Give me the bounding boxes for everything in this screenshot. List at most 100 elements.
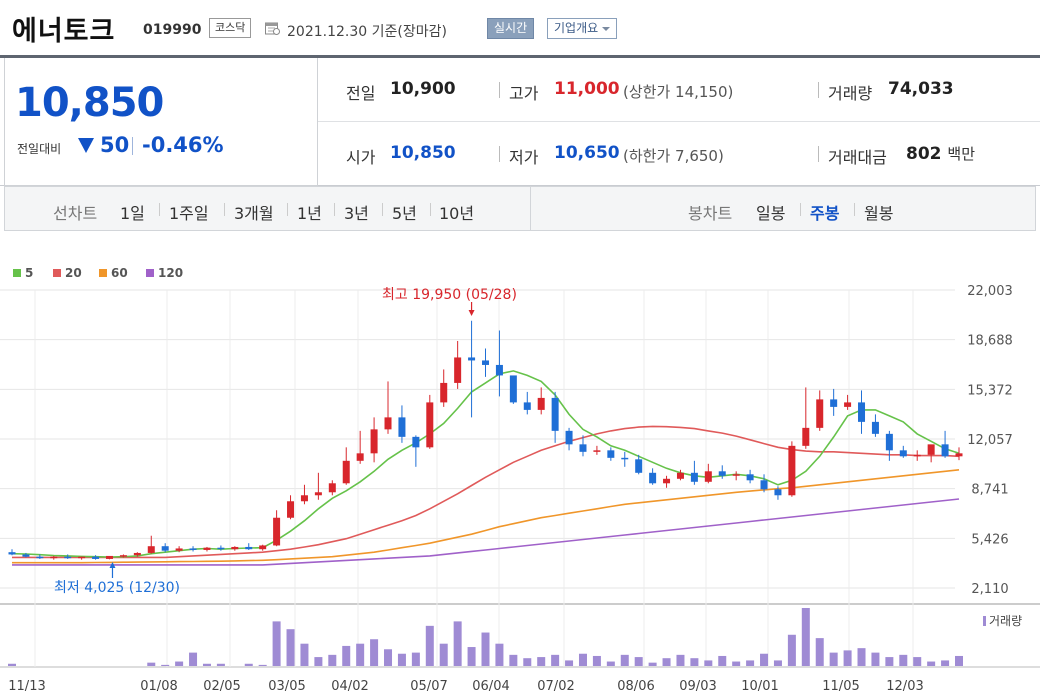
period-bar-divider — [530, 187, 531, 230]
candle-chart-label: 봉차트 — [688, 204, 733, 223]
line-chart-label: 선차트 — [53, 204, 98, 223]
candle-body — [649, 472, 657, 484]
y-tick-label: 2,110 — [971, 582, 1008, 597]
candle-body — [523, 402, 531, 410]
candle-monthly[interactable]: 월봉 — [864, 204, 894, 223]
period-bar: 선차트 1일 1주일 3개월 1년 3년 5년 10년 봉차트 일봉 주봉 월봉 — [4, 186, 1036, 231]
chart-grid — [0, 289, 1040, 668]
low-value: 10,650 — [554, 143, 620, 163]
candle-body — [36, 556, 44, 559]
candle-body — [189, 548, 197, 550]
candle-body — [454, 357, 462, 383]
prev-close-label: 전일 — [346, 84, 376, 103]
volume-label: 거래량 — [983, 612, 1022, 629]
high-annotation: 최고 19,950 (05/28) — [382, 287, 517, 303]
volume-bar — [829, 652, 838, 666]
volume-bar — [411, 652, 420, 666]
candle-body — [370, 429, 378, 454]
legend-ma60: 60 — [99, 266, 128, 280]
change-divider — [132, 137, 133, 155]
volume-bar — [941, 660, 950, 666]
candle-body — [607, 450, 615, 458]
y-tick-label: 18,688 — [967, 334, 1013, 349]
prev-close-value: 10,900 — [390, 79, 456, 99]
candle-body — [871, 421, 879, 434]
volume-bar — [328, 654, 337, 666]
volume-bar — [676, 654, 685, 666]
candle-body — [78, 556, 86, 559]
corp-overview-dropdown[interactable]: 기업개요 — [547, 18, 618, 39]
candle-daily[interactable]: 일봉 — [756, 204, 786, 223]
volume-label-text: 거래량 — [989, 614, 1023, 628]
y-tick-label: 22,003 — [967, 284, 1013, 299]
candle-body — [704, 471, 712, 482]
period-divider — [800, 203, 801, 216]
amount-unit: 백만 — [947, 145, 976, 163]
candle-weekly[interactable]: 주봉 — [810, 204, 840, 223]
series-ma5 — [11, 370, 960, 558]
period-10y[interactable]: 10년 — [439, 204, 475, 223]
candle-body — [927, 444, 935, 455]
open-label: 시가 — [346, 148, 376, 167]
period-1d[interactable]: 1일 — [120, 204, 145, 223]
candle-body — [133, 552, 141, 556]
period-divider — [287, 203, 288, 216]
candle-body — [635, 459, 643, 473]
high-arrow-head — [468, 310, 475, 316]
candle-body — [830, 399, 838, 407]
period-3m[interactable]: 3개월 — [234, 204, 274, 223]
x-tick-label: 10/01 — [741, 679, 778, 694]
candle-body — [231, 546, 239, 550]
x-axis: 11/13 01/08 02/05 03/05 04/02 05/07 06/04 07/02… — [8, 679, 923, 694]
volume-bar — [787, 634, 796, 666]
candle-body — [941, 444, 949, 457]
volume-bar — [384, 649, 393, 666]
candle-body — [760, 480, 768, 490]
volume-bar — [801, 608, 810, 666]
volume-bar — [481, 632, 490, 666]
candle-body — [217, 547, 225, 550]
series-ma20 — [12, 425, 960, 559]
y-tick-label: 15,372 — [967, 383, 1013, 398]
candles — [8, 302, 963, 578]
period-divider — [854, 203, 855, 216]
volume-bar — [8, 663, 16, 666]
volume-bar — [885, 657, 894, 666]
realtime-button[interactable]: 실시간 — [487, 18, 535, 39]
candle-body — [119, 555, 127, 557]
period-3y[interactable]: 3년 — [344, 204, 369, 223]
legend-swatch — [99, 269, 107, 277]
low-arrow-head — [109, 562, 116, 568]
legend-swatch — [53, 269, 61, 277]
x-tick-label: 09/03 — [679, 679, 716, 694]
summary-row-2: 시가 10,850 저가 10,650 (하한가 7,650) 거래대금 802… — [318, 122, 1040, 186]
period-1w[interactable]: 1주일 — [169, 204, 209, 223]
x-tick-label: 12/03 — [886, 679, 923, 694]
candle-body — [746, 474, 754, 481]
volume-swatch — [983, 616, 986, 626]
volume-bar — [202, 663, 211, 666]
open-value: 10,850 — [390, 143, 456, 163]
series-ma120 — [12, 498, 960, 566]
volume-bar — [258, 664, 267, 666]
volume-bar — [955, 655, 963, 666]
candle-body — [64, 556, 72, 559]
x-tick-label: 08/06 — [617, 679, 654, 694]
candle-body — [509, 375, 517, 403]
volume-bar — [453, 621, 462, 666]
corp-overview-label: 기업개요 — [554, 21, 599, 35]
high-label: 고가 — [509, 84, 539, 103]
volume-bar — [495, 643, 504, 666]
y-tick-label: 5,426 — [971, 532, 1008, 547]
candle-body — [690, 472, 698, 482]
volume-bar — [509, 654, 518, 666]
volume-bar — [606, 661, 615, 666]
header-divider — [0, 55, 1040, 58]
amount-label: 거래대금 — [828, 148, 887, 167]
period-1y[interactable]: 1년 — [297, 204, 322, 223]
volume-bar — [732, 661, 741, 666]
candle-body — [50, 556, 58, 559]
period-5y[interactable]: 5년 — [392, 204, 417, 223]
candle-body — [955, 453, 963, 457]
